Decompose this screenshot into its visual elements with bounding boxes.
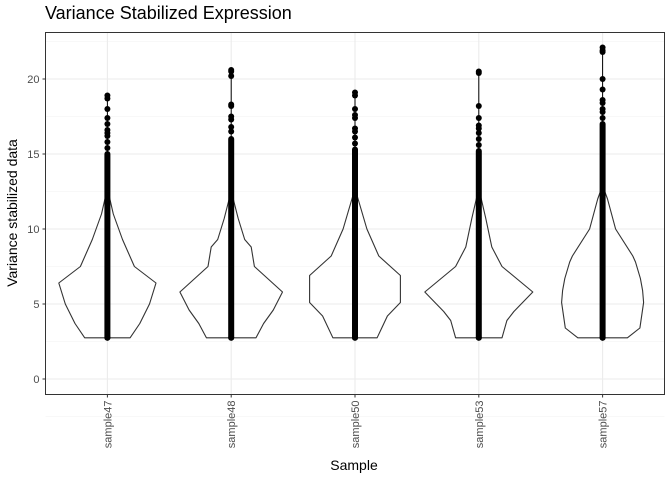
data-point [599, 44, 606, 51]
data-point [599, 334, 606, 341]
data-point [352, 125, 358, 132]
data-point [228, 67, 235, 73]
x-tick-label: sample48 [226, 401, 238, 449]
violin-sample47 [58, 92, 157, 341]
data-point [352, 106, 358, 112]
data-point [352, 134, 358, 141]
data-point [352, 140, 358, 147]
chart-title: Variance Stabilized Expression [45, 3, 292, 23]
data-point [104, 127, 111, 133]
data-point [228, 113, 235, 120]
data-point [352, 112, 358, 118]
data-point [475, 130, 482, 136]
data-point [599, 106, 606, 112]
data-point [104, 115, 111, 121]
data-point [475, 136, 482, 142]
x-tick-label: sample53 [474, 401, 486, 449]
violin-sample50 [309, 89, 401, 341]
data-point [104, 145, 111, 151]
x-tick-label: sample47 [102, 401, 114, 449]
data-point [599, 97, 606, 103]
y-tick-label: 10 [27, 224, 39, 236]
data-point [475, 334, 482, 341]
data-point [104, 92, 111, 99]
x-tick-label: sample50 [350, 401, 362, 449]
violin-sample53 [424, 68, 534, 341]
y-tick-label: 20 [27, 74, 39, 86]
violins [58, 44, 645, 341]
x-axis-label: Sample [330, 457, 378, 473]
data-point [599, 76, 606, 82]
data-point [475, 103, 482, 109]
violin-sample57 [561, 44, 645, 341]
violin-sample48 [179, 67, 284, 341]
y-tick-label: 15 [27, 149, 39, 161]
data-point [599, 115, 606, 121]
data-point [228, 73, 235, 79]
data-point [228, 334, 235, 341]
x-tick-label: sample57 [598, 401, 610, 449]
data-point [352, 89, 358, 96]
data-point [104, 139, 111, 145]
data-point [104, 334, 111, 341]
data-point [599, 86, 606, 93]
data-point [352, 334, 358, 341]
data-point [228, 101, 235, 108]
axes: 0 5 10 15 20 sample47 sample48 sample50 sample53… [27, 74, 609, 448]
data-point [475, 68, 482, 75]
data-point [104, 121, 111, 127]
data-point [475, 142, 482, 148]
data-point [228, 124, 235, 130]
data-point [475, 122, 482, 129]
y-tick-label: 0 [33, 374, 39, 386]
y-axis-label: Variance stabilized data [4, 139, 20, 287]
data-point [475, 115, 482, 121]
data-point [104, 106, 111, 112]
data-point [228, 128, 235, 135]
y-tick-label: 5 [33, 299, 39, 311]
